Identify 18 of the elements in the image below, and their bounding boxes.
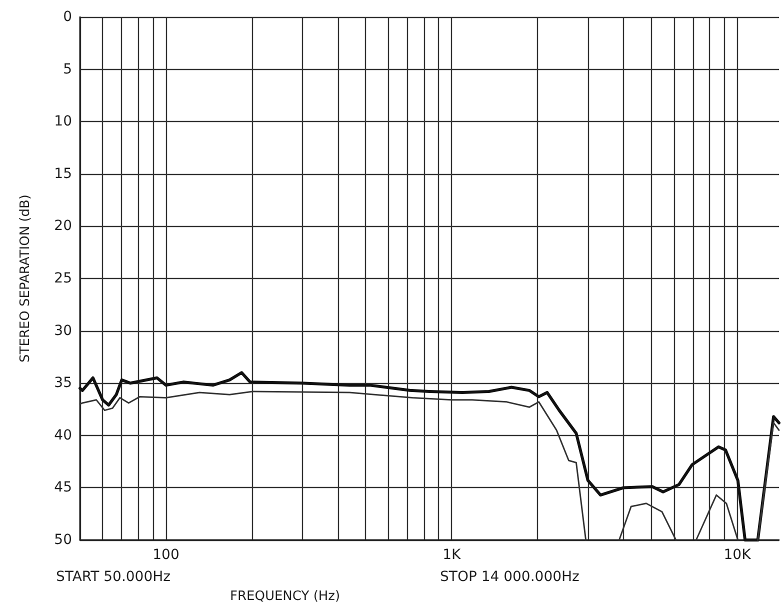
y-tick-label: 45 — [54, 480, 72, 496]
x-axis-title: FREQUENCY (Hz) — [230, 589, 340, 604]
text: START 50.000Hz — [56, 569, 171, 585]
y-tick-label: 50 — [54, 532, 72, 548]
y-tick-label: 35 — [54, 375, 72, 392]
y-tick-label: 15 — [54, 166, 72, 182]
y-tick-label: 30 — [54, 322, 72, 339]
text: STOP 14 000.000Hz — [440, 569, 580, 585]
y-tick-label: 0 — [63, 9, 72, 25]
y-tick-label: 20 — [54, 218, 72, 234]
x-tick-label: 1K — [442, 547, 462, 563]
y-tick-label: 10 — [54, 114, 72, 130]
x-tick-label: 100 — [152, 547, 180, 563]
y-tick-label: 25 — [54, 270, 72, 286]
y-tick-label: 40 — [54, 427, 72, 444]
y-axis-title: STEREO SEPARATION (dB) — [18, 194, 33, 362]
x-tick-label: 10K — [724, 547, 752, 563]
y-tick-label: 5 — [63, 61, 72, 78]
